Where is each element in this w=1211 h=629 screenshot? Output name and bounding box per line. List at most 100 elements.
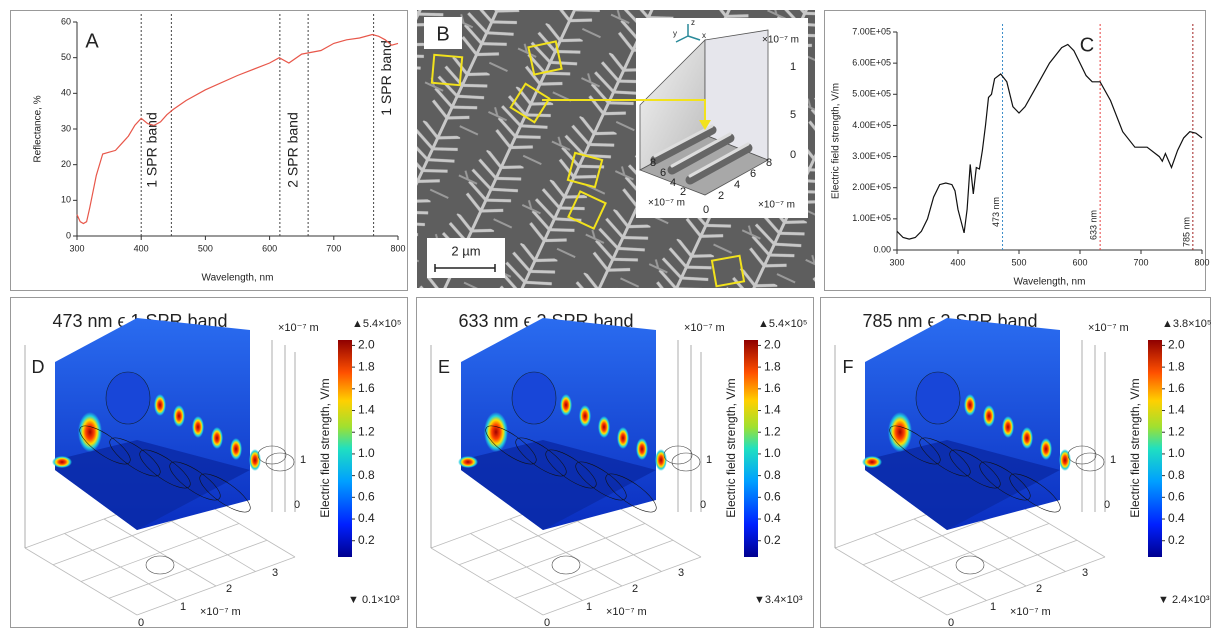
colorbar [744,340,758,557]
min-label: ▼ 0.1×10³ [348,594,400,606]
x-tick: 2 [718,190,724,202]
hot-spot [579,405,591,427]
unit-label: ×10⁻⁷ m [762,35,799,46]
x-axis-label: Wavelength, nm [1014,277,1086,288]
x-tick-label: 600 [262,243,277,253]
x-tick: 0 [703,204,709,216]
panel-label: C [1080,34,1094,56]
y-tick-label: 3.00E+05 [852,151,891,161]
unit-label: ×10⁻⁷ m [1088,322,1129,334]
panel-label: A [85,30,99,52]
x-axis-label: Wavelength, nm [202,273,274,284]
wire-rod [552,556,580,574]
y-tick: 2 [680,186,686,198]
colorbar-label: Electric field strength, V/m [1128,378,1142,517]
unit-label: ×10⁻⁷ m [1010,606,1051,618]
scale-bar-label: 2 µm [451,243,480,258]
x-tick: 1 [586,601,592,613]
x-tick-label: 500 [198,243,213,253]
y-tick-label: 40 [61,88,71,98]
unit-label: ×10⁻⁷ m [606,606,647,618]
hot-spot [192,416,204,438]
wire-rod [146,556,174,574]
colorbar-tick-label: 0.8 [764,468,781,482]
data-line [897,45,1202,240]
x-tick-label: 800 [390,243,405,253]
colorbar-tick-label: 0.8 [358,468,375,482]
x-tick-label: 500 [1011,257,1026,267]
x-tick: 2 [632,583,638,595]
colorbar-tick-label: 0.2 [358,533,375,547]
x-tick-label: 700 [1133,257,1148,267]
colorbar [1148,340,1162,557]
z-tick: 1 [790,61,796,73]
axis-letter: y [673,29,677,38]
x-tick-label: 800 [1194,257,1209,267]
colorbar-tick-label: 1.8 [358,359,375,373]
axis-letter: z [691,18,695,27]
figure: B 2 µm y z x ×10⁻⁷ m 1 5 0 8 6 4 2 0 [0,0,1211,629]
colorbar-tick-label: 1.6 [358,381,375,395]
colorbar-tick-label: 2.0 [358,338,375,352]
data-line [77,35,398,224]
max-label: ▲5.4×10⁵ [352,318,401,330]
max-label: ▲3.8×10⁵ [1162,318,1211,330]
colorbar-tick-label: 1.0 [764,446,781,460]
colorbar-tick-label: 0.2 [1168,533,1185,547]
hot-spot [154,394,166,416]
colorbar-tick-label: 1.4 [1168,403,1185,417]
colorbar-tick-label: 1.2 [764,424,781,438]
hot-spot [230,438,242,460]
x-tick-label: 700 [326,243,341,253]
y-tick-label: 0.00 [873,244,891,254]
hot-spot [964,394,976,416]
y-tick-label: 50 [61,52,71,62]
x-tick: 0 [948,617,954,629]
panel-label: F [843,357,854,377]
floor-grid [515,540,673,598]
x-tick-label: 400 [950,257,965,267]
hot-spot [560,394,572,416]
colorbar-tick-label: 0.4 [764,511,781,525]
wire-rod [1076,453,1104,471]
z-tick: 0 [1104,499,1110,511]
z-tick: 1 [706,454,712,466]
y-axis-label: Electric field strength, V/m [831,83,842,199]
floor-grid [919,540,1077,598]
panel-label: E [438,357,450,377]
y-tick-label: 10 [61,195,71,205]
annotation: 633 nm [1088,210,1098,240]
hot-spot [598,416,610,438]
unit-label: ×10⁻⁷ m [648,198,685,209]
x-tick: 0 [544,617,550,629]
max-label: ▲5.4×10⁵ [758,318,807,330]
y-axis-label: Reflectance, % [33,95,44,162]
x-tick: 8 [766,157,772,169]
page: {"chart_data": [ {"type": "line", "panel… [0,0,1211,629]
hot-spot [983,405,995,427]
z-tick: 0 [700,499,706,511]
hot-spot [173,405,185,427]
hot-spot [1040,438,1052,460]
hot-spot [1021,427,1033,449]
y-tick-label: 0 [66,230,71,240]
wire-rod [672,453,700,471]
hot-spot [1002,416,1014,438]
hot-spot [617,427,629,449]
panel-label: B [436,23,449,45]
min-label: ▼3.4×10³ [754,594,803,606]
colorbar-tick-label: 1.2 [1168,424,1185,438]
colorbar-tick-label: 2.0 [1168,338,1185,352]
colorbar-tick-label: 1.4 [358,403,375,417]
colorbar-tick-label: 1.8 [764,359,781,373]
annotation: 473 nm [991,197,1001,227]
field-map-panel: 633 nm ϵ 2 SPR bandE×10⁻⁷ m▲5.4×10⁵▼3.4×… [417,298,814,629]
y-tick-label: 60 [61,16,71,26]
z-tick: 0 [790,149,796,161]
x-tick: 1 [990,601,996,613]
hot-spot [458,456,478,468]
x-tick: 0 [138,617,144,629]
annotation: 785 nm [1182,217,1192,247]
colorbar-tick-label: 1.6 [1168,381,1185,395]
colorbar-tick-label: 0.6 [358,489,375,503]
